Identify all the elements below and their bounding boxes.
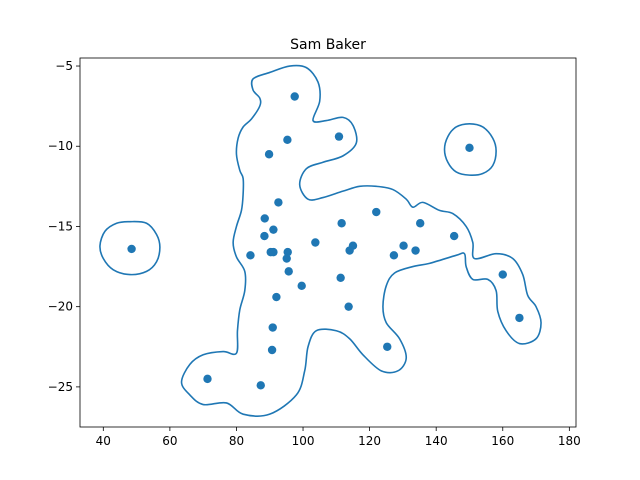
contour-line-1 xyxy=(99,220,161,276)
scatter-point-15 xyxy=(284,267,293,276)
scatter-point-34 xyxy=(383,342,392,351)
y-tick-label-1: −20 xyxy=(48,300,73,314)
scatter-point-17 xyxy=(272,292,281,302)
axes-frame xyxy=(79,57,577,428)
x-tick-label-1: 60 xyxy=(162,434,177,448)
scatter-point-20 xyxy=(372,207,381,217)
scatter-point-6 xyxy=(274,198,283,207)
contour-layer xyxy=(99,64,542,417)
scatter-point-13 xyxy=(283,247,292,257)
scatter-point-1 xyxy=(290,92,299,101)
x-tick-label-0: 40 xyxy=(96,434,111,448)
scatter-point-26 xyxy=(389,251,399,260)
y-tick-label-2: −15 xyxy=(48,219,73,233)
scatter-point-8 xyxy=(269,225,278,234)
y-axis: −25 −20 −15 −10 −5 xyxy=(48,59,80,394)
scatter-point-27 xyxy=(411,246,420,255)
y-tick-label-4: −5 xyxy=(55,59,73,73)
x-tick-label-5: 140 xyxy=(425,434,448,448)
scatter-point-36 xyxy=(256,381,265,390)
scatter-point-35 xyxy=(203,374,212,384)
scatter-point-31 xyxy=(515,313,524,323)
y-tick-label-3: −10 xyxy=(48,139,73,153)
scatter-point-4 xyxy=(264,150,274,159)
contour-line-2 xyxy=(443,122,497,177)
point-layer xyxy=(127,92,524,390)
contour-line-0 xyxy=(180,64,542,417)
scatter-point-23 xyxy=(336,273,345,282)
scatter-point-33 xyxy=(267,345,277,355)
scatter-point-0 xyxy=(127,244,136,254)
x-tick-label-3: 100 xyxy=(292,434,315,448)
scatter-point-24 xyxy=(344,302,353,311)
scatter-point-32 xyxy=(268,323,277,332)
chart-title: Sam Baker xyxy=(290,37,366,53)
scatter-point-5 xyxy=(465,143,474,153)
x-tick-label-2: 80 xyxy=(229,434,244,448)
scatter-point-7 xyxy=(260,214,269,223)
scatter-point-12 xyxy=(269,247,278,257)
scatter-point-10 xyxy=(246,251,255,260)
scatter-point-29 xyxy=(449,231,459,241)
scatter-point-14 xyxy=(282,254,291,263)
scatter-point-22 xyxy=(345,246,354,255)
scatter-point-3 xyxy=(283,135,292,145)
scatter-point-9 xyxy=(260,231,269,241)
y-tick-label-0: −25 xyxy=(48,380,73,394)
scatter-point-30 xyxy=(498,270,507,279)
scatter-point-16 xyxy=(297,281,306,291)
scatter-point-28 xyxy=(416,219,425,228)
scatter-point-2 xyxy=(334,132,344,141)
x-axis: 40 60 80 100 120 140 160 180 xyxy=(96,427,581,448)
scatter-point-19 xyxy=(337,219,346,228)
scatter-point-25 xyxy=(399,241,408,250)
x-tick-label-4: 120 xyxy=(358,434,381,448)
scatter-point-18 xyxy=(311,238,320,247)
x-tick-label-7: 180 xyxy=(558,434,581,448)
x-tick-label-6: 160 xyxy=(491,434,514,448)
